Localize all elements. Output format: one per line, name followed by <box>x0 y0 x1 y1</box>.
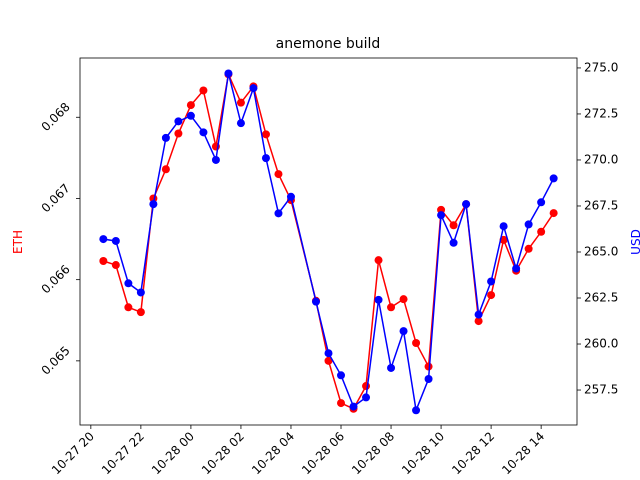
marker <box>474 317 483 326</box>
x-tick-label: 10-28 06 <box>299 429 347 477</box>
y2-tick-label: 262.5 <box>584 291 618 305</box>
y2-tick-label: 270.0 <box>584 152 618 166</box>
y-tick-label: 0.067 <box>39 181 73 215</box>
y-tick-label: 0.065 <box>39 343 73 377</box>
x-tick-label: 10-27 22 <box>99 429 147 477</box>
marker <box>161 165 170 174</box>
marker <box>449 221 458 230</box>
y2-tick-label: 265.0 <box>584 244 618 258</box>
marker <box>399 327 408 336</box>
marker <box>474 310 483 319</box>
marker <box>174 117 183 126</box>
marker <box>261 130 270 139</box>
x-tick-label: 10-28 12 <box>449 429 497 477</box>
marker <box>311 297 320 306</box>
marker <box>136 288 145 297</box>
marker <box>437 211 446 220</box>
marker <box>199 86 208 95</box>
marker <box>487 277 496 286</box>
marker <box>374 295 383 304</box>
marker <box>111 261 120 270</box>
x-tick-label: 10-27 20 <box>49 429 97 477</box>
marker <box>261 154 270 163</box>
marker <box>449 238 458 247</box>
marker <box>149 200 158 209</box>
marker <box>424 374 433 383</box>
x-tick-label: 10-28 04 <box>249 429 297 477</box>
y2-tick-label: 272.5 <box>584 106 618 120</box>
marker <box>387 303 396 312</box>
marker <box>374 256 383 265</box>
x-tick-label: 10-28 10 <box>399 429 447 477</box>
marker <box>537 227 546 236</box>
marker <box>211 155 220 164</box>
marker <box>249 84 258 93</box>
marker <box>99 256 108 265</box>
marker <box>412 338 421 347</box>
y-tick-label: 0.066 <box>39 262 73 296</box>
marker <box>236 119 245 128</box>
marker <box>124 303 133 312</box>
y-axis-label: ETH <box>11 230 25 254</box>
marker <box>424 362 433 371</box>
y-tick-label: 0.068 <box>39 100 73 134</box>
plot-frame <box>79 57 578 426</box>
marker <box>337 399 346 408</box>
marker <box>274 170 283 179</box>
y2-tick-label: 257.5 <box>584 383 618 397</box>
marker <box>362 382 371 391</box>
x-tick-label: 10-28 08 <box>349 429 397 477</box>
marker <box>349 402 358 411</box>
y2-tick-label: 267.5 <box>584 198 618 212</box>
marker <box>324 349 333 358</box>
marker <box>186 101 195 110</box>
marker <box>549 174 558 183</box>
marker <box>324 356 333 365</box>
marker <box>549 209 558 218</box>
marker <box>224 69 233 78</box>
marker <box>337 371 346 380</box>
marker <box>524 244 533 253</box>
marker <box>499 222 508 231</box>
marker <box>99 235 108 244</box>
marker <box>124 279 133 288</box>
marker <box>512 264 521 273</box>
marker <box>537 198 546 207</box>
chart-title: anemone build <box>276 36 381 52</box>
marker <box>387 363 396 372</box>
marker <box>286 192 295 201</box>
marker <box>111 236 120 245</box>
marker <box>199 128 208 137</box>
marker <box>236 98 245 107</box>
marker <box>274 209 283 218</box>
marker <box>524 220 533 229</box>
marker <box>161 133 170 142</box>
y2-axis-label: USD <box>629 229 640 255</box>
marker <box>136 308 145 317</box>
y2-tick-label: 260.0 <box>584 337 618 351</box>
marker <box>186 111 195 120</box>
marker <box>462 200 471 209</box>
marker <box>362 393 371 402</box>
x-tick-label: 10-28 14 <box>499 429 547 477</box>
marker <box>174 129 183 138</box>
x-tick-label: 10-28 00 <box>149 429 197 477</box>
x-tick-label: 10-28 02 <box>199 429 247 477</box>
y2-tick-label: 275.0 <box>584 60 618 74</box>
marker <box>487 291 496 300</box>
marker <box>412 406 421 415</box>
marker <box>399 295 408 304</box>
